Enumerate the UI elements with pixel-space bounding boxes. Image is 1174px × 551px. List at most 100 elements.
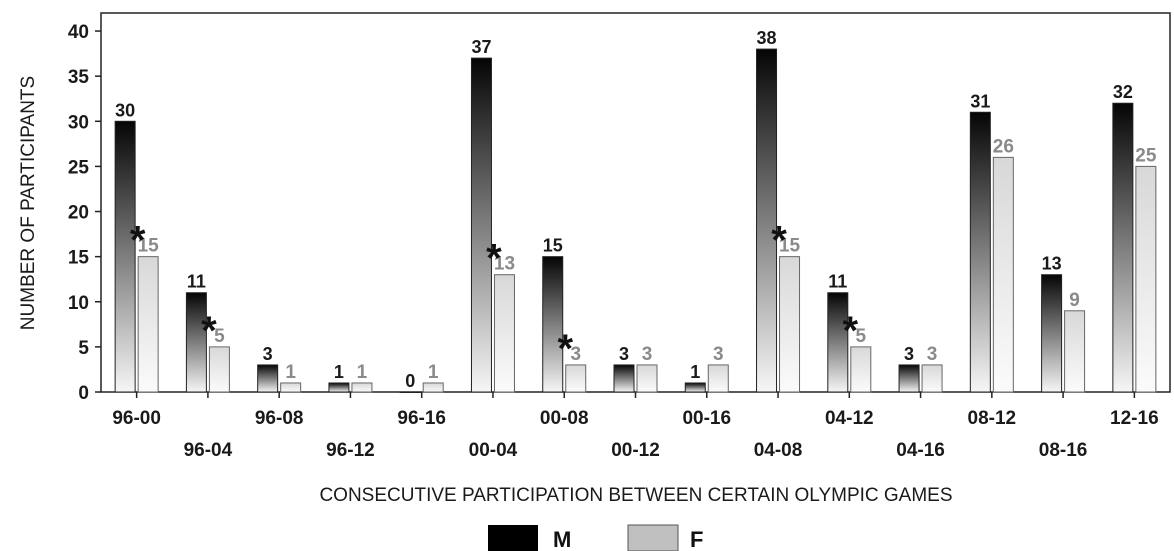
x-tick-label: 04-16 [896, 440, 945, 461]
bar-m-04-16 [898, 364, 920, 393]
bar-f-04-16 [921, 364, 943, 393]
data-label-m: 15 [543, 236, 563, 256]
x-tick-label: 08-16 [1039, 440, 1088, 461]
bar-m-00-12 [613, 364, 635, 393]
bar-f-04-12 [850, 346, 872, 393]
legend-swatch-m [488, 525, 538, 551]
data-label-m: 31 [970, 91, 990, 111]
bar-f-00-12 [636, 364, 658, 393]
x-tick-label: 04-08 [754, 440, 803, 461]
data-label-m: 13 [1042, 254, 1062, 274]
data-label-m: 32 [1113, 82, 1133, 102]
significance-star: * [771, 219, 787, 263]
bar-m-96-16 [399, 391, 421, 393]
x-tick-label: 00-04 [469, 440, 518, 461]
data-label-m: 11 [828, 272, 847, 292]
legend-swatch-f [627, 524, 679, 551]
bar-f-08-16 [1064, 310, 1086, 393]
data-label-m: 1 [690, 362, 700, 382]
bar-m-04-08 [756, 48, 778, 393]
bar-m-00-04 [470, 57, 492, 393]
data-label-f: 1 [285, 362, 296, 383]
y-tick-label: 5 [78, 338, 89, 359]
x-tick-label: 00-08 [540, 408, 589, 429]
data-label-f: 1 [428, 362, 439, 383]
y-tick-label: 35 [68, 67, 90, 88]
bar-f-96-16 [422, 382, 444, 393]
data-label-m: 37 [471, 37, 491, 57]
data-label-f: 5 [214, 326, 225, 347]
bar-f-12-16 [1135, 165, 1157, 393]
bar-m-04-12 [827, 292, 849, 393]
x-tick-label: 08-12 [968, 408, 1017, 429]
significance-star: * [130, 219, 146, 263]
bar-m-12-16 [1112, 102, 1134, 393]
bar-m-96-12 [328, 382, 350, 393]
y-tick-label: 20 [68, 203, 89, 224]
significance-star: * [557, 327, 573, 371]
bar-f-00-16 [707, 364, 729, 393]
data-label-f: 3 [642, 344, 653, 365]
significance-star: * [201, 309, 217, 353]
x-tick-label: 96-00 [112, 408, 161, 429]
bar-m-00-08 [542, 256, 564, 393]
data-label-m: 3 [619, 344, 629, 364]
bar-f-96-04 [208, 346, 230, 393]
y-tick-label: 15 [68, 248, 90, 269]
y-tick-label: 0 [78, 383, 89, 404]
y-tick-label: 40 [68, 22, 89, 43]
y-tick-label: 10 [68, 293, 89, 314]
data-label-f: 1 [357, 362, 368, 383]
x-tick-label: 96-08 [255, 408, 304, 429]
y-axis: 0 5 10 15 20 25 30 35 40 [68, 22, 101, 404]
x-tick-label: 96-12 [326, 440, 375, 461]
x-tick-label: 96-04 [184, 440, 233, 461]
x-tick-label: 96-16 [397, 408, 446, 429]
x-axis: 96-00 96-04 96-08 96-12 96-16 00-04 00-08 00-12… [112, 392, 1159, 461]
bar-f-08-12 [992, 156, 1014, 393]
data-label-f: 5 [856, 326, 867, 347]
bar-m-96-04 [185, 292, 207, 393]
x-axis-title: CONSECUTIVE PARTICIPATION BETWEEN CERTAI… [319, 485, 952, 506]
data-label-f: 15 [779, 236, 801, 257]
x-tick-label: 04-12 [825, 408, 874, 429]
data-label-f: 26 [993, 136, 1014, 157]
legend-label-f: F [690, 527, 703, 551]
y-axis-title: NUMBER OF PARTICIPANTS [18, 76, 39, 330]
data-label-m: 38 [757, 28, 777, 48]
data-label-m: 3 [263, 344, 273, 364]
data-label-m: 3 [904, 344, 914, 364]
bar-f-00-04 [493, 274, 515, 393]
bar-m-08-16 [1041, 274, 1063, 393]
data-label-m: 30 [115, 100, 135, 120]
bar-m-08-12 [969, 111, 991, 393]
data-label-f: 3 [570, 344, 581, 365]
data-label-m: 0 [405, 371, 415, 391]
data-label-f: 3 [927, 344, 938, 365]
bar-m-96-00 [114, 120, 136, 393]
bar-f-04-08 [779, 256, 801, 393]
data-label-m: 1 [334, 362, 344, 382]
legend-label-m: M [553, 527, 571, 551]
data-label-f: 3 [713, 344, 724, 365]
bar-f-96-12 [351, 382, 373, 393]
data-label-f: 9 [1069, 290, 1080, 311]
data-label-f: 25 [1135, 145, 1157, 166]
bars-group [114, 48, 1157, 393]
bar-m-00-16 [684, 382, 706, 393]
y-tick-label: 30 [68, 112, 89, 133]
data-label-f: 13 [494, 254, 515, 275]
legend: M F [488, 524, 703, 551]
y-tick-label: 25 [68, 157, 90, 178]
bar-m-96-08 [257, 364, 279, 393]
x-tick-label: 00-16 [682, 408, 731, 429]
bar-f-96-00 [137, 256, 159, 393]
x-tick-label: 12-16 [1110, 408, 1159, 429]
x-tick-label: 00-12 [611, 440, 660, 461]
significance-star: * [486, 237, 502, 281]
data-label-m: 11 [187, 272, 206, 292]
data-label-f: 15 [138, 236, 160, 257]
bar-f-00-08 [565, 364, 587, 393]
